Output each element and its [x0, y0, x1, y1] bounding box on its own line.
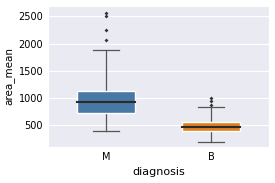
Bar	[182, 122, 240, 131]
Bar	[77, 91, 135, 113]
Y-axis label: area_mean: area_mean	[6, 47, 16, 105]
X-axis label: diagnosis: diagnosis	[132, 167, 185, 178]
